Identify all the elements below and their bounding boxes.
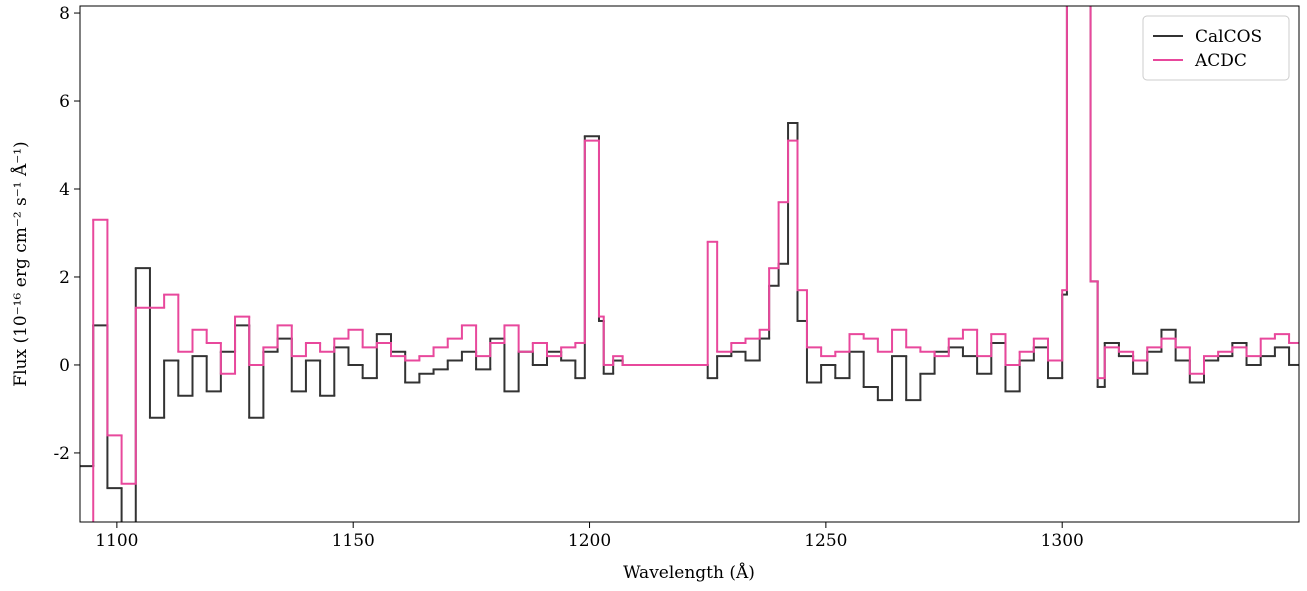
y-tick-label: 8 (59, 4, 70, 24)
series (80, 6, 1299, 522)
legend-label: ACDC (1194, 51, 1247, 71)
y-axis-label: Flux (10⁻¹⁶ erg cm⁻² s⁻¹ Å⁻¹) (10, 141, 31, 386)
x-axis-label: Wavelength (Å) (623, 562, 755, 583)
plot-area (80, 6, 1299, 522)
x-tick-label: 1150 (332, 531, 375, 551)
x-tick-label: 1250 (804, 531, 847, 551)
axes-frame (79, 5, 1300, 523)
series (92, 6, 1299, 522)
legend-box (1142, 15, 1290, 81)
y-tick-label: 0 (59, 356, 70, 376)
y-tick-label: 2 (59, 268, 70, 288)
y-tick-label: -2 (53, 444, 70, 464)
x-tick-label: 1300 (1041, 531, 1084, 551)
y-tick-label: 6 (59, 92, 70, 112)
y-tick-label: 4 (59, 180, 70, 200)
x-tick-label: 1100 (95, 531, 138, 551)
legend-label: CalCOS (1195, 27, 1262, 47)
x-tick-label: 1200 (568, 531, 611, 551)
